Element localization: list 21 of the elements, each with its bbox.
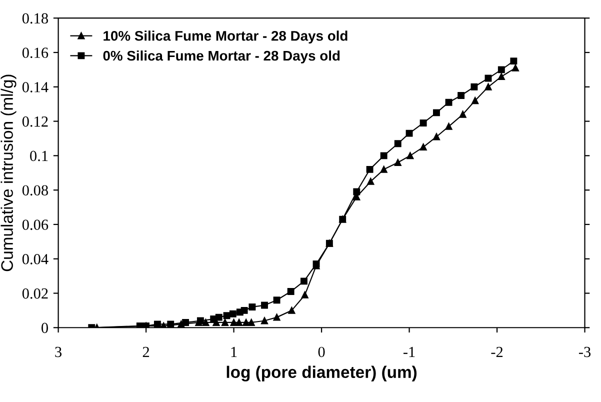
- legend-label: 10% Silica Fume Mortar - 28 Days old: [104, 30, 348, 44]
- x-tick-label: 0: [318, 346, 325, 358]
- x-tick-label: 1: [231, 346, 237, 357]
- y-tick-label: 0.14: [22, 82, 48, 92]
- x-tick-label: 2: [142, 346, 150, 357]
- y-axis-title: Cumulative intrusion (ml/g): [0, 74, 16, 272]
- y-tick-label: 0.1: [30, 150, 48, 162]
- y-tick-label: 0.04: [22, 254, 48, 264]
- x-tick-label: 3: [55, 346, 62, 358]
- y-tick-label: 0.08: [22, 185, 48, 196]
- x-tick-label: -3: [578, 346, 591, 358]
- y-tick-label: 0.02: [22, 288, 48, 299]
- y-tick-label: 0.18: [22, 13, 48, 24]
- y-tick-label: 0.16: [22, 48, 48, 58]
- y-tick-label: 0.06: [22, 220, 48, 230]
- y-tick-label: 0: [42, 322, 48, 334]
- x-axis-title: log (pore diameter) (um): [226, 366, 417, 382]
- x-tick-label: -2: [491, 346, 503, 357]
- legend-label: 0% Silica Fume Mortar - 28 Days old: [103, 50, 340, 64]
- x-tick-label: -1: [403, 346, 415, 357]
- y-tick-label: 0.12: [22, 116, 48, 127]
